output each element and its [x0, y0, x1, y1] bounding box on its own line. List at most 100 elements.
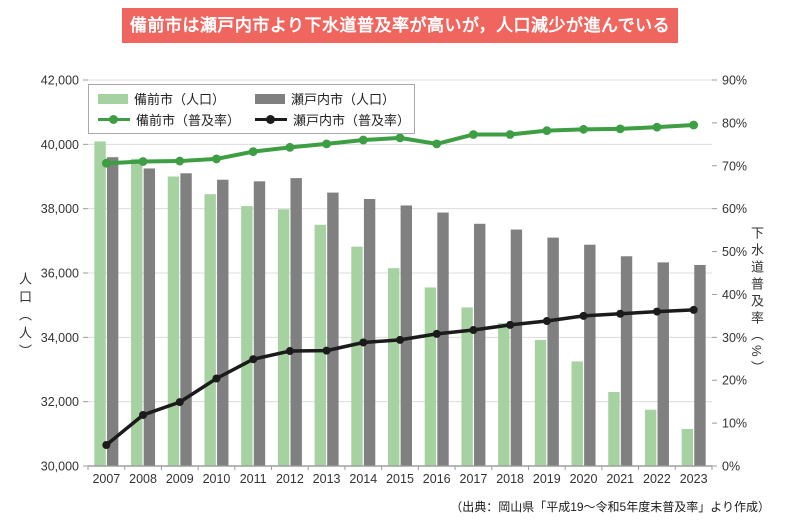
legend-label-bizen-rate: 備前市（普及率） [136, 113, 241, 128]
bar [131, 158, 143, 466]
x-axis-year-label: 2023 [680, 472, 708, 486]
x-axis-year-label: 2010 [203, 472, 231, 486]
left-axis-tick-label: 32,000 [41, 395, 79, 409]
bar [277, 209, 290, 466]
bizen-rate-line-marker [469, 130, 478, 139]
setouchi-rate-line-marker [542, 317, 551, 326]
bizen-rate-line-marker [101, 158, 111, 168]
bar [461, 307, 473, 466]
bizen-population-bar-swatch-icon [98, 93, 128, 104]
bar [474, 223, 486, 466]
bizen-rate-line-marker [322, 139, 331, 149]
bizen-rate-line-marker [432, 139, 442, 149]
right-axis: 0% 10% 20% 30% 40% 50% 60% 70% 80% 90% [712, 74, 747, 474]
setouchi-rate-line-swatch-icon [255, 114, 287, 126]
x-axis-year-label: 2019 [533, 472, 561, 486]
chart-legend: 備前市（人口） 瀬戸内市（人口） 備前市（普及率） 瀬戸内市（普及率） [88, 84, 415, 134]
bar [681, 429, 694, 466]
x-axis-year-label: 2009 [166, 472, 194, 486]
setouchi-rate-line-marker [175, 398, 184, 407]
legend-label-setouchi-population: 瀬戸内市（人口） [291, 92, 396, 107]
x-axis-year-label: 2012 [276, 472, 304, 486]
bar [143, 168, 156, 467]
headline-banner: 備前市は瀬戸内市より下水道普及率が高いが，人口減少が進んでいる [122, 8, 678, 43]
bar [620, 256, 633, 466]
bar [363, 199, 376, 466]
bar [327, 192, 339, 467]
setouchi-rate-line-marker [359, 338, 368, 347]
left-axis-tick-label: 38,000 [41, 202, 79, 216]
bizen-rate-line-marker [652, 122, 662, 132]
bizen-rate-line-marker [689, 120, 699, 130]
bar [106, 157, 119, 466]
legend-item-bizen-rate: 備前市（普及率） [98, 110, 255, 129]
headline-text: 備前市は瀬戸内市より下水道普及率が高いが，人口減少が進んでいる [129, 16, 671, 35]
bizen-rate-line-marker [175, 156, 185, 166]
legend-label-setouchi-rate: 瀬戸内市（普及率） [293, 113, 411, 128]
setouchi-rate-line-marker [212, 374, 221, 383]
bizen-rate-line-marker [542, 126, 552, 136]
bar [400, 205, 412, 466]
bar [94, 141, 106, 466]
x-axis-year-label: 2013 [313, 472, 341, 486]
setouchi-rate-line-marker [249, 355, 258, 364]
x-axis-year-label: 2018 [496, 472, 524, 486]
bizen-rate-line-marker [285, 142, 295, 152]
x-axis-year-label: 2021 [606, 472, 634, 486]
bar [314, 224, 326, 466]
legend-item-bizen-population: 備前市（人口） [98, 89, 255, 108]
bizen-rate-line [101, 120, 699, 168]
setouchi-rate-line-marker [102, 440, 111, 449]
bar [424, 287, 437, 466]
bar [241, 206, 253, 467]
left-axis-tick-label: 40,000 [41, 138, 79, 152]
x-axis-year-label: 2017 [460, 472, 488, 486]
bar [534, 339, 547, 466]
bar [388, 268, 400, 466]
bar [290, 178, 302, 466]
bar [584, 244, 596, 466]
bizen-rate-line-marker [615, 124, 625, 134]
setouchi-rate-line-marker [616, 309, 625, 318]
left-axis-tick-label: 34,000 [41, 331, 79, 345]
left-axis-title: 人口（人） [17, 272, 32, 362]
x-axis-year-label: 2015 [386, 472, 414, 486]
source-note: （出典：岡山県「平成19～令和5年度末普及率」より作成） [450, 500, 770, 514]
setouchi-rate-line-marker [689, 305, 698, 314]
setouchi-rate-line-marker [652, 307, 661, 316]
bar [608, 392, 620, 466]
right-axis-tick-label: 70% [722, 159, 747, 173]
setouchi-rate-line-marker [432, 329, 441, 338]
bar [547, 237, 559, 466]
right-axis-tick-label: 50% [722, 245, 747, 259]
left-axis-tick-label: 30,000 [41, 460, 79, 474]
legend-item-setouchi-rate: 瀬戸内市（普及率） [255, 110, 410, 129]
x-axis: 2007 2008 2009 2010 2011 2012 2013 2014 2015 2016… [87, 465, 713, 486]
setouchi-rate-line-marker [396, 335, 404, 344]
x-axis-year-label: 2007 [92, 472, 120, 486]
bar [644, 409, 657, 466]
setouchi-rate-line-marker [322, 346, 331, 355]
bizen-rate-line-marker [505, 130, 515, 139]
x-axis-year-label: 2014 [349, 472, 377, 486]
setouchi-rate-line-marker [506, 320, 515, 329]
setouchi-population-bar-swatch-icon [255, 93, 285, 104]
x-axis-year-label: 2022 [643, 472, 671, 486]
bar [510, 229, 523, 466]
right-axis-tick-label: 10% [722, 417, 747, 431]
bizen-rate-line-marker [358, 135, 368, 145]
bizen-rate-line-marker [395, 133, 405, 143]
right-axis-tick-label: 30% [722, 331, 747, 345]
bizen-rate-line-marker [579, 124, 588, 134]
bar [351, 246, 363, 466]
bar [571, 361, 583, 466]
right-axis-tick-label: 20% [722, 374, 747, 388]
setouchi-rate-line [102, 305, 698, 449]
bizen-rate-line-marker [138, 157, 148, 166]
bizen-population-bars [94, 141, 694, 467]
right-axis-title: 下水道普及率（%） [749, 226, 764, 378]
setouchi-population-bars [106, 157, 706, 467]
right-axis-tick-label: 40% [722, 288, 747, 302]
